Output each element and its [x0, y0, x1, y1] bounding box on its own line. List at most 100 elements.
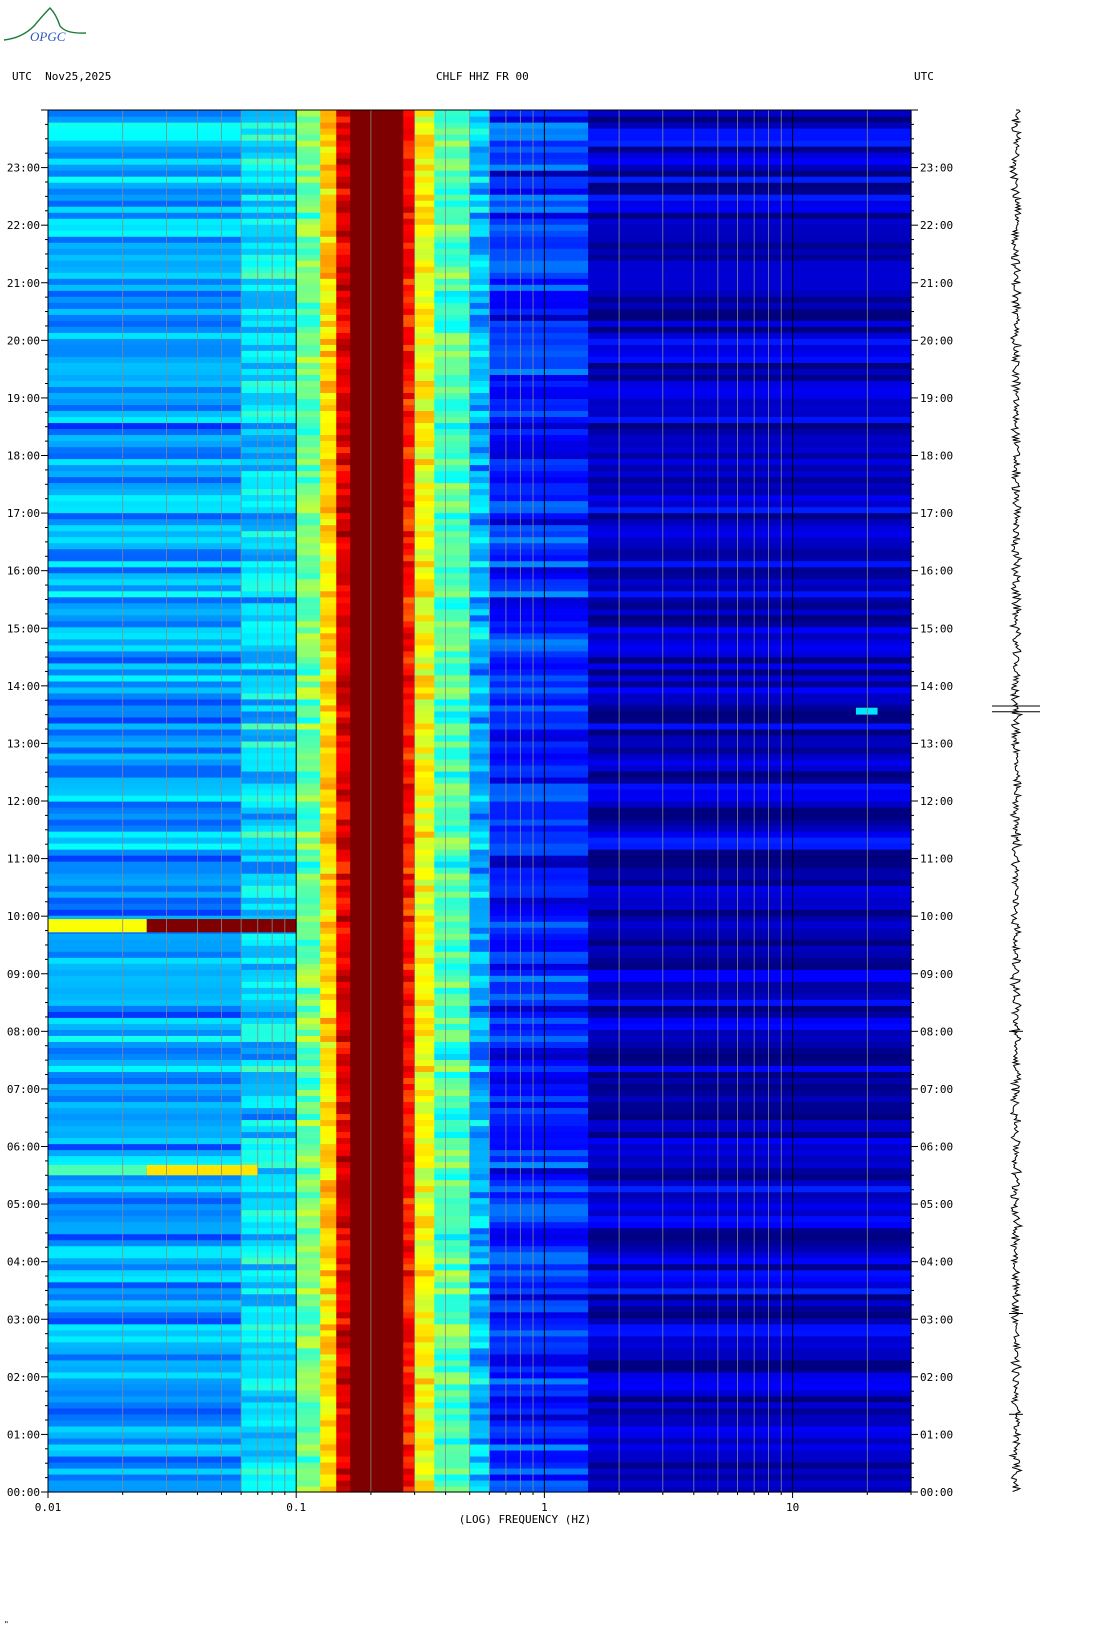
- heatmap-cell: [350, 951, 404, 958]
- heatmap-cell: [241, 1341, 297, 1349]
- heatmap-cell: [588, 434, 912, 442]
- heatmap-cell: [320, 248, 337, 255]
- heatmap-cell: [403, 272, 416, 279]
- heatmap-cell: [296, 1191, 321, 1199]
- heatmap-cell: [588, 909, 912, 916]
- heatmap-cell: [320, 939, 337, 946]
- heatmap-cell: [320, 1107, 337, 1115]
- heatmap-cell: [469, 554, 490, 562]
- heatmap-cell: [403, 1179, 416, 1187]
- heatmap-cell: [320, 1017, 337, 1024]
- heatmap-cell: [489, 879, 589, 886]
- heatmap-cell: [336, 380, 351, 387]
- heatmap-cell: [336, 488, 351, 496]
- heatmap-cell: [588, 386, 912, 394]
- heatmap-cell: [296, 1383, 321, 1391]
- heatmap-cell: [414, 380, 435, 387]
- heatmap-cell: [469, 1401, 490, 1409]
- heatmap-cell: [489, 1419, 589, 1427]
- heatmap-cell: [403, 1251, 416, 1259]
- heatmap-cell: [588, 1155, 912, 1163]
- heatmap-cell: [241, 1227, 297, 1235]
- heatmap-cell: [414, 428, 435, 436]
- heatmap-cell: [414, 1401, 435, 1409]
- heatmap-cell: [469, 482, 490, 490]
- heatmap-cell: [241, 801, 297, 808]
- heatmap-cell: [489, 843, 589, 850]
- heatmap-cell: [350, 686, 404, 694]
- heatmap-cell: [48, 1323, 242, 1331]
- heatmap-cell: [296, 200, 321, 207]
- heatmap-cell: [320, 464, 337, 472]
- heatmap-cell: [296, 398, 321, 406]
- heatmap-cell: [48, 458, 242, 466]
- heatmap-cell: [414, 1113, 435, 1121]
- heatmap-cell: [469, 398, 490, 406]
- heatmap-cell: [320, 813, 337, 820]
- heatmap-cell: [469, 861, 490, 868]
- heatmap-cell: [469, 302, 490, 309]
- heatmap-cell: [336, 158, 351, 165]
- heatmap-cell: [336, 536, 351, 544]
- heatmap-cell: [469, 422, 490, 430]
- heatmap-cell: [48, 182, 242, 189]
- heatmap-cell: [350, 1341, 404, 1349]
- heatmap-cell: [434, 807, 471, 814]
- heatmap-cell: [296, 542, 321, 550]
- heatmap-cell: [241, 170, 297, 177]
- heatmap-cell: [296, 128, 321, 135]
- heatmap-cell: [320, 1317, 337, 1325]
- heatmap-cell: [434, 1299, 471, 1307]
- heatmap-cell: [48, 1029, 242, 1036]
- heatmap-cell: [469, 530, 490, 538]
- heatmap-cell: [241, 254, 297, 261]
- heatmap-cell: [48, 398, 242, 406]
- heatmap-cell: [588, 278, 912, 285]
- heatmap-cell: [336, 632, 351, 640]
- heatmap-cell: [414, 326, 435, 333]
- heatmap-cell: [414, 278, 435, 285]
- heatmap-cell: [296, 494, 321, 502]
- heatmap-cell: [588, 794, 912, 802]
- heatmap-cell: [296, 807, 321, 814]
- heatmap-cell: [296, 434, 321, 442]
- time-tick-label: 20:00: [920, 334, 953, 347]
- heatmap-cell: [241, 951, 297, 958]
- heatmap-cell: [414, 794, 435, 802]
- heatmap-cell: [350, 1143, 404, 1151]
- heatmap-cell: [414, 476, 435, 484]
- heatmap-cell: [434, 446, 471, 454]
- heatmap-cell: [320, 1125, 337, 1133]
- heatmap-cell: [489, 1281, 589, 1289]
- frequency-tick-label: 0.1: [286, 1501, 306, 1514]
- heatmap-cell: [469, 686, 490, 694]
- heatmap-cell: [336, 692, 351, 700]
- heatmap-cell: [469, 356, 490, 363]
- heatmap-cell: [469, 524, 490, 532]
- heatmap-cell: [403, 140, 416, 147]
- heatmap-cell: [489, 1137, 589, 1145]
- heatmap-cell: [48, 1311, 242, 1319]
- heatmap-cell: [588, 668, 912, 676]
- heatmap-cell: [296, 1401, 321, 1409]
- heatmap-cell: [414, 1275, 435, 1283]
- heatmap-cell: [588, 476, 912, 484]
- heatmap-cell: [434, 1047, 471, 1054]
- heatmap-cell: [320, 716, 337, 724]
- heatmap-cell: [48, 885, 242, 892]
- heatmap-cell: [489, 1329, 589, 1337]
- heatmap-cell: [434, 1455, 471, 1463]
- heatmap-cell: [350, 488, 404, 496]
- heatmap-cell: [434, 182, 471, 189]
- heatmap-cell: [434, 981, 471, 988]
- heatmap-cell: [336, 254, 351, 261]
- heatmap-cell: [296, 1101, 321, 1109]
- heatmap-cell: [434, 1053, 471, 1060]
- heatmap-cell: [320, 1443, 337, 1451]
- heatmap-cell: [403, 1395, 416, 1403]
- heatmap-cell: [48, 704, 242, 712]
- heatmap-cell: [434, 1293, 471, 1301]
- heatmap-cell: [469, 1173, 490, 1181]
- heatmap-cell: [336, 921, 351, 928]
- heatmap-cell: [48, 1341, 242, 1349]
